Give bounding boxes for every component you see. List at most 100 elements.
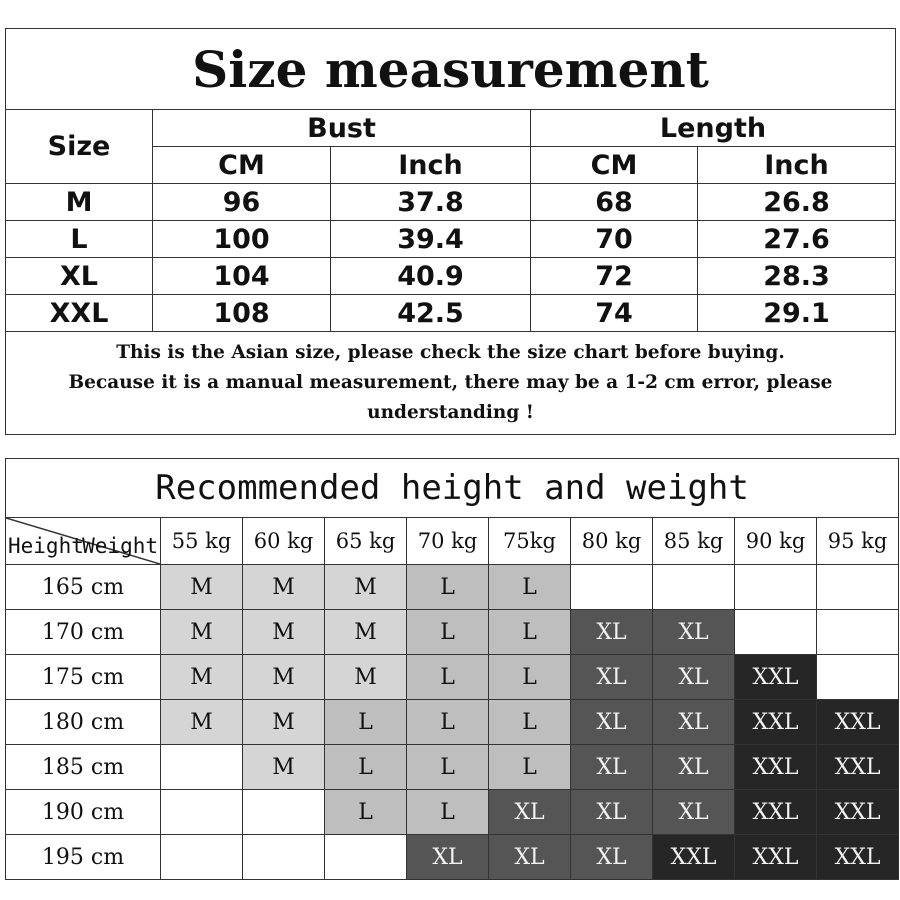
unit-header: Inch bbox=[330, 146, 531, 184]
size-recommendation-cell: XXL bbox=[734, 834, 817, 880]
empty-cell bbox=[324, 834, 407, 880]
height-row: 180 cm M M L L L XL XL XXL XXL bbox=[5, 699, 900, 745]
size-recommendation-cell: M bbox=[242, 564, 325, 610]
size-recommendation-cell: M bbox=[160, 609, 243, 655]
measurement-cell: 26.8 bbox=[697, 183, 896, 221]
size-recommendation-cell: XXL bbox=[815, 789, 900, 835]
height-row: 170 cm M M M L L XL XL bbox=[5, 609, 900, 655]
size-recommendation-cell: L bbox=[488, 744, 571, 790]
size-recommendation-cell: XL bbox=[652, 789, 735, 835]
size-recommendation-cell: XXL bbox=[734, 699, 817, 745]
height-label: 175 cm bbox=[5, 654, 161, 700]
size-recommendation-cell: L bbox=[406, 564, 489, 610]
note-line: understanding ! bbox=[367, 402, 534, 423]
size-recommendation-cell: M bbox=[160, 654, 243, 700]
size-recommendation-cell: XL bbox=[570, 609, 653, 655]
size-recommendation-cell: XXL bbox=[734, 789, 817, 835]
height-label: 190 cm bbox=[5, 789, 161, 835]
size-recommendation-cell: XL bbox=[652, 609, 735, 655]
size-recommendation-cell: M bbox=[160, 699, 243, 745]
unit-header: CM bbox=[530, 146, 698, 184]
height-row: 165 cm M M M L L bbox=[5, 564, 900, 610]
empty-cell bbox=[570, 564, 653, 610]
size-measurement-table: Size measurement Size Bust Length CM Inc… bbox=[5, 28, 896, 435]
measurement-cell: 27.6 bbox=[697, 220, 896, 258]
height-row: 195 cm XL XL XL XXL XXL XXL bbox=[5, 834, 900, 880]
size-header: Size bbox=[5, 109, 153, 184]
size-recommendation-cell: XXL bbox=[815, 699, 900, 745]
height-label: 165 cm bbox=[5, 564, 161, 610]
size-recommendation-cell: M bbox=[324, 609, 407, 655]
size-recommendation-cell: M bbox=[324, 564, 407, 610]
height-row: 190 cm L L XL XL XL XXL XXL bbox=[5, 789, 900, 835]
unit-header: Inch bbox=[697, 146, 896, 184]
measurement-cell: 39.4 bbox=[330, 220, 531, 258]
height-label: 170 cm bbox=[5, 609, 161, 655]
size-recommendation-cell: L bbox=[406, 609, 489, 655]
size-recommendation-cell: M bbox=[324, 654, 407, 700]
size-recommendation-cell: XL bbox=[570, 654, 653, 700]
size-recommendation-cell: XL bbox=[570, 789, 653, 835]
size-note: This is the Asian size, please check the… bbox=[5, 331, 896, 435]
height-label: 185 cm bbox=[5, 744, 161, 790]
size-recommendation-cell: L bbox=[324, 789, 407, 835]
weight-header: 95 kg bbox=[815, 517, 900, 565]
empty-cell bbox=[815, 609, 900, 655]
weight-header: 75kg bbox=[488, 517, 571, 565]
diagonal-divider bbox=[6, 518, 160, 564]
size-cell: XXL bbox=[5, 294, 153, 332]
size-row: XL 104 40.9 72 28.3 bbox=[5, 257, 896, 295]
measurement-cell: 104 bbox=[152, 257, 331, 295]
size-measurement-title: Size measurement bbox=[5, 28, 896, 110]
size-recommendation-cell: L bbox=[324, 699, 407, 745]
measurement-cell: 72 bbox=[530, 257, 698, 295]
empty-cell bbox=[160, 744, 243, 790]
size-recommendation-cell: XXL bbox=[815, 834, 900, 880]
empty-cell bbox=[734, 564, 817, 610]
size-recommendation-cell: L bbox=[406, 789, 489, 835]
size-recommendation-cell: L bbox=[488, 609, 571, 655]
measurement-cell: 108 bbox=[152, 294, 331, 332]
size-recommendation-cell: L bbox=[406, 699, 489, 745]
size-cell: XL bbox=[5, 257, 153, 295]
measurement-cell: 28.3 bbox=[697, 257, 896, 295]
weight-header: 90 kg bbox=[734, 517, 817, 565]
measurement-cell: 74 bbox=[530, 294, 698, 332]
recommended-size-table: Recommended height and weight Height Wei… bbox=[4, 458, 900, 880]
size-recommendation-cell: XL bbox=[652, 744, 735, 790]
measurement-cell: 37.8 bbox=[330, 183, 531, 221]
bust-header: Bust bbox=[152, 109, 531, 147]
corner-height-label: Height bbox=[8, 534, 84, 558]
measurement-cell: 70 bbox=[530, 220, 698, 258]
height-weight-corner: Height Weight bbox=[5, 517, 161, 565]
size-recommendation-cell: M bbox=[242, 654, 325, 700]
size-recommendation-cell: XXL bbox=[734, 744, 817, 790]
size-recommendation-cell: M bbox=[242, 699, 325, 745]
measurement-cell: 100 bbox=[152, 220, 331, 258]
size-recommendation-cell: L bbox=[488, 699, 571, 745]
size-recommendation-cell: L bbox=[488, 564, 571, 610]
weight-header: 85 kg bbox=[652, 517, 735, 565]
height-label: 195 cm bbox=[5, 834, 161, 880]
empty-cell bbox=[734, 609, 817, 655]
weight-header: 60 kg bbox=[242, 517, 325, 565]
empty-cell bbox=[242, 834, 325, 880]
size-recommendation-cell: XL bbox=[488, 789, 571, 835]
note-line: Because it is a manual measurement, ther… bbox=[68, 372, 833, 393]
size-recommendation-cell: M bbox=[160, 564, 243, 610]
size-recommendation-cell: XXL bbox=[734, 654, 817, 700]
size-recommendation-cell: L bbox=[406, 744, 489, 790]
size-recommendation-cell: XL bbox=[488, 834, 571, 880]
recommended-title: Recommended height and weight bbox=[4, 458, 900, 518]
measurement-cell: 68 bbox=[530, 183, 698, 221]
size-row: L 100 39.4 70 27.6 bbox=[5, 220, 896, 258]
empty-cell bbox=[815, 564, 900, 610]
length-header: Length bbox=[530, 109, 896, 147]
measurement-cell: 40.9 bbox=[330, 257, 531, 295]
height-row: 175 cm M M M L L XL XL XXL bbox=[5, 654, 900, 700]
size-recommendation-cell: L bbox=[488, 654, 571, 700]
measurement-cell: 42.5 bbox=[330, 294, 531, 332]
corner-weight-label: Weight bbox=[82, 534, 158, 558]
empty-cell bbox=[160, 789, 243, 835]
size-cell: M bbox=[5, 183, 153, 221]
